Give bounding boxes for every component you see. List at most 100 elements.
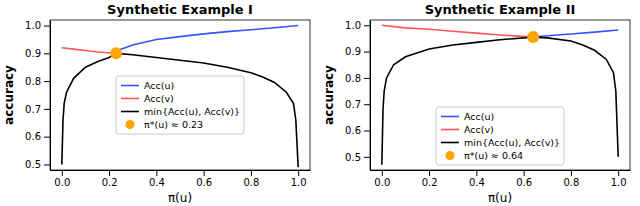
legend-label: min{Acc(u), Acc(v)} (464, 137, 560, 148)
y-tick: 1.0 (345, 20, 370, 31)
plot-frame (50, 20, 310, 170)
y-tick: 0.8 (25, 76, 50, 87)
point-marker (527, 31, 539, 43)
y-axis-title: accuracy (2, 65, 16, 125)
y-tick: 0.9 (25, 48, 50, 59)
x-tick: 0.8 (563, 170, 579, 188)
x-tick-mark (298, 170, 299, 176)
x-tick-label: 1.0 (291, 177, 307, 188)
series-line (382, 25, 533, 37)
plot-area (62, 26, 298, 168)
x-tick-label: 0.8 (243, 177, 259, 188)
y-tick-mark (364, 78, 370, 79)
x-axis: 0.0 0.2 0.4 0.6 0.8 1.0 (371, 170, 631, 188)
x-tick-mark (251, 170, 252, 176)
x-tick-mark (429, 170, 430, 176)
point-marker (110, 47, 122, 59)
legend-label: Acc(v) (464, 124, 494, 135)
plot-frame (370, 20, 630, 170)
legend-label: Acc(u) (144, 80, 174, 91)
x-tick-label: 0.6 (516, 177, 532, 188)
y-tick-mark (364, 52, 370, 53)
y-tick-label: 0.9 (345, 46, 361, 57)
y-tick: 0.9 (345, 46, 370, 57)
y-tick-mark (364, 25, 370, 26)
y-tick-mark (44, 109, 50, 110)
x-tick: 0.4 (469, 170, 485, 188)
y-tick-label: 0.7 (345, 99, 361, 110)
x-tick: 0.0 (54, 170, 70, 188)
legend-swatch (121, 111, 139, 113)
chart-title: Synthetic Example II (425, 2, 576, 17)
x-tick-label: 0.0 (374, 177, 390, 188)
x-tick: 1.0 (611, 170, 627, 188)
plot-area (382, 25, 618, 164)
legend-swatch (126, 120, 135, 129)
x-tick: 1.0 (291, 170, 307, 188)
y-tick-mark (364, 157, 370, 158)
x-tick: 0.4 (149, 170, 165, 188)
legend-label: Acc(v) (144, 93, 174, 104)
x-tick-label: 0.8 (563, 177, 579, 188)
legend-box (116, 76, 244, 134)
legend-label: Acc(u) (464, 111, 494, 122)
series-line (62, 48, 116, 54)
y-axis-title: accuracy (322, 65, 336, 125)
y-tick: 1.0 (25, 20, 50, 31)
x-tick-mark (382, 170, 383, 176)
y-tick-mark (44, 164, 50, 165)
x-tick: 0.2 (422, 170, 438, 188)
y-axis: 0.50.60.70.80.91.0 (25, 20, 50, 170)
y-tick-label: 0.5 (25, 159, 41, 170)
series-line (533, 30, 618, 37)
legend-label: π*(u) ≈ 0.64 (464, 150, 523, 161)
x-tick-label: 0.2 (422, 177, 438, 188)
y-tick-mark (44, 26, 50, 27)
y-tick-mark (364, 104, 370, 105)
legend-swatch (441, 129, 459, 131)
x-tick-mark (571, 170, 572, 176)
x-tick: 0.6 (516, 170, 532, 188)
legend-swatch (121, 85, 139, 87)
legend: Acc(u) Acc(v) min{Acc(u), Acc(v)} π*(u) ≈ 0… (116, 76, 244, 134)
legend: Acc(u) Acc(v) min{Acc(u), Acc(v)} π*(u) ≈ 0… (436, 107, 564, 165)
x-tick-label: 1.0 (611, 177, 627, 188)
x-tick-mark (109, 170, 110, 176)
x-axis-line (371, 170, 631, 171)
x-tick-label: 0.2 (102, 177, 118, 188)
x-tick-label: 0.0 (54, 177, 70, 188)
x-tick-mark (476, 170, 477, 176)
legend-label: π*(u) ≈ 0.23 (144, 119, 203, 130)
figure: 0.0 0.2 0.4 0.6 0.8 1.0 0.5 0.6 0.7 0.8 0.9 1.0 Synt… (0, 0, 640, 206)
series-line (62, 53, 298, 167)
y-axis-line (370, 21, 371, 171)
y-tick-mark (364, 131, 370, 132)
x-tick-mark (156, 170, 157, 176)
x-axis-title: π(u) (168, 191, 192, 205)
legend-swatch (121, 98, 139, 100)
series-line (382, 37, 618, 165)
y-tick-label: 1.0 (25, 20, 41, 31)
y-tick: 0.5 (345, 152, 370, 163)
x-tick: 0.6 (196, 170, 212, 188)
panel: 0.00.20.40.60.81.00.50.60.70.80.91.0Synt… (2, 2, 311, 205)
y-axis-line (50, 21, 51, 171)
y-tick-label: 0.6 (25, 131, 41, 142)
y-tick-label: 0.9 (25, 48, 41, 59)
legend-swatch (441, 116, 459, 118)
x-tick-label: 0.4 (149, 177, 165, 188)
legend-label: min{Acc(u), Acc(v)} (144, 106, 240, 117)
y-tick-mark (44, 53, 50, 54)
x-axis: 0.0 0.2 0.4 0.6 0.8 1.0 (51, 170, 311, 188)
x-tick: 0.8 (243, 170, 259, 188)
y-tick: 0.7 (345, 99, 370, 110)
legend-swatch (446, 151, 455, 160)
y-tick-label: 0.5 (345, 152, 361, 163)
y-tick: 0.5 (25, 159, 50, 170)
x-tick: 0.2 (102, 170, 118, 188)
x-tick-mark (524, 170, 525, 176)
x-tick-label: 0.6 (196, 177, 212, 188)
x-axis-title: π(u) (488, 191, 512, 205)
y-tick: 0.6 (25, 131, 50, 142)
y-tick: 0.6 (345, 125, 370, 136)
